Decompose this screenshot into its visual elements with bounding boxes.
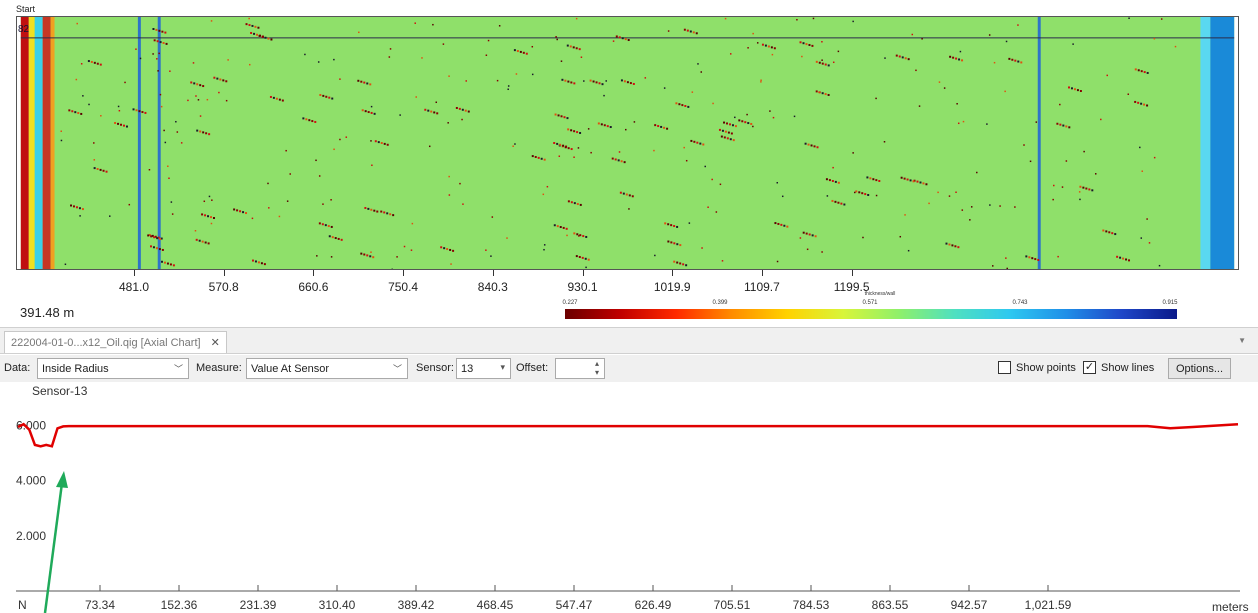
chart-x-axis: 73.34 152.36 231.39 310.40 389.42 468.45 547.4… <box>85 585 1072 612</box>
map-position-marker: 82 <box>18 24 30 35</box>
offset-spinner[interactable]: ▴ ▾ <box>555 358 605 379</box>
map-x-tick-label: 1199.5 <box>833 280 870 294</box>
data-label: Data: <box>4 362 31 374</box>
map-x-tick-label: 481.0 <box>118 280 150 294</box>
tab-label: 222004-01-0...x12_Oil.qig [Axial Chart] <box>11 336 201 349</box>
data-select-value: Inside Radius <box>42 362 109 375</box>
map-x-tick-label: 660.6 <box>298 280 329 294</box>
map-x-tick-mark <box>223 270 225 276</box>
chart-x-tick-label: 863.55 <box>872 598 909 612</box>
chart-x-tick-label: 231.39 <box>240 598 277 612</box>
sensor-select[interactable]: 13 ▾ <box>456 358 511 379</box>
chart-y-tick-label: 4.000 <box>16 474 46 488</box>
chart-y-tick-label: 6.000 <box>16 419 46 433</box>
chevron-down-icon: ﹀ <box>173 364 183 374</box>
chart-y-tick-label: 2.000 <box>16 529 46 543</box>
chart-x-tick-label: 468.45 <box>477 598 514 612</box>
series-line-sensor-13 <box>17 422 1239 448</box>
chart-x-tick-label: 942.57 <box>951 598 988 612</box>
show-points-toggle[interactable]: Show points <box>998 361 1076 374</box>
measure-select-value: Value At Sensor <box>251 362 330 375</box>
chart-x-tick-label: 310.40 <box>319 598 356 612</box>
measure-label: Measure: <box>196 362 242 374</box>
chart-x-tick-label: 705.51 <box>714 598 751 612</box>
colorbar-tick-label: 0.399 <box>712 300 728 306</box>
map-x-tick-mark <box>672 270 674 276</box>
axial-chart-area: Sensor-13 6.000 4.000 2.000 73.34 152.36 231… <box>0 383 1258 613</box>
map-x-tick-mark <box>492 270 494 276</box>
tab-menu-chevron-down-icon[interactable]: ▼ <box>1238 336 1246 345</box>
map-x-tick-label: 570.8 <box>208 280 239 294</box>
x-axis-unit-label: meters <box>1212 600 1249 613</box>
data-select[interactable]: Inside Radius ﹀ <box>37 358 189 379</box>
map-x-tick-mark <box>313 270 315 276</box>
map-x-tick-mark <box>403 270 405 276</box>
sensor-label: Sensor: <box>416 362 454 374</box>
chart-x-tick-label: 152.36 <box>161 598 198 612</box>
measure-select[interactable]: Value At Sensor ﹀ <box>246 358 408 379</box>
show-lines-label: Show lines <box>1101 361 1155 374</box>
map-x-tick-label: 750.4 <box>388 280 419 294</box>
pipeline-thickness-map[interactable] <box>16 16 1239 270</box>
map-start-label: Start <box>16 4 36 14</box>
map-x-tick-label: 1019.9 <box>653 280 691 294</box>
chart-x-tick-label: 389.42 <box>398 598 435 612</box>
colorbar-tick-label: 0.743 <box>1012 300 1028 306</box>
thickness-colorbar <box>565 309 1177 319</box>
map-x-tick-mark <box>761 270 763 276</box>
colorbar-tick-label: 0.227 <box>562 300 578 306</box>
spinner-arrows-icon[interactable]: ▴ ▾ <box>594 359 599 377</box>
show-lines-toggle[interactable]: ✓ Show lines <box>1083 361 1154 374</box>
map-x-tick-label: 1109.7 <box>743 280 780 294</box>
caret-down-icon: ▾ <box>500 362 505 372</box>
map-distance-readout: 391.48 m <box>20 305 75 320</box>
chart-x-tick-label: 626.49 <box>635 598 672 612</box>
map-x-tick-mark <box>851 270 853 276</box>
map-right-weld-band <box>1200 17 1235 269</box>
show-points-label: Show points <box>1016 361 1076 374</box>
chart-x-tick-label: 784.53 <box>793 598 830 612</box>
show-lines-checkbox[interactable]: ✓ <box>1083 361 1096 374</box>
map-left-weld-band <box>20 17 55 269</box>
annotation-arrow-shaft <box>43 482 64 613</box>
chart-x-tick-label: 73.34 <box>85 598 115 612</box>
chart-x-tick-label: 547.47 <box>556 598 593 612</box>
chart-title: Sensor-13 <box>32 384 88 398</box>
map-x-tick-label: 840.3 <box>477 280 508 294</box>
chart-toolbar: Data: Inside Radius ﹀ Measure: Value At … <box>0 355 1258 382</box>
chevron-down-icon: ﹀ <box>392 364 402 374</box>
document-tab-strip: 222004-01-0...x12_Oil.qig [Axial Chart] … <box>0 327 1258 354</box>
colorbar-tick-label: 0.915 <box>1162 300 1178 306</box>
map-x-tick-label: 930.1 <box>567 280 598 294</box>
chart-y-axis: 6.000 4.000 2.000 <box>16 419 46 543</box>
options-button[interactable]: Options... <box>1168 358 1231 379</box>
x-axis-start-label: N <box>18 598 27 612</box>
map-weld-line <box>137 17 141 269</box>
pipeline-map-panel: Start 82 481.0 570.8 660.6 750.4 840.3 930.1 1… <box>16 4 1239 320</box>
map-x-tick-mark <box>582 270 584 276</box>
map-x-tick-mark <box>134 270 135 276</box>
map-weld-line <box>1037 17 1041 269</box>
map-anomaly-dots <box>60 17 1177 269</box>
chart-x-tick-label: 1,021.59 <box>1025 598 1072 612</box>
colorbar-tick-label: 0.571 <box>862 300 878 306</box>
close-icon[interactable]: ✕ <box>210 337 220 349</box>
map-weld-line <box>157 17 161 269</box>
annotation-arrow-head <box>56 471 68 488</box>
offset-label: Offset: <box>516 362 549 374</box>
sensor-select-value: 13 <box>461 362 474 375</box>
axial-chart[interactable]: Sensor-13 6.000 4.000 2.000 73.34 152.36 231… <box>0 383 1258 613</box>
chart-series <box>17 422 1239 448</box>
colorbar-title: thickness/wall <box>864 291 896 297</box>
map-background <box>20 17 1235 269</box>
show-points-checkbox[interactable] <box>998 361 1011 374</box>
tab-axial-chart[interactable]: 222004-01-0...x12_Oil.qig [Axial Chart] … <box>4 331 227 353</box>
